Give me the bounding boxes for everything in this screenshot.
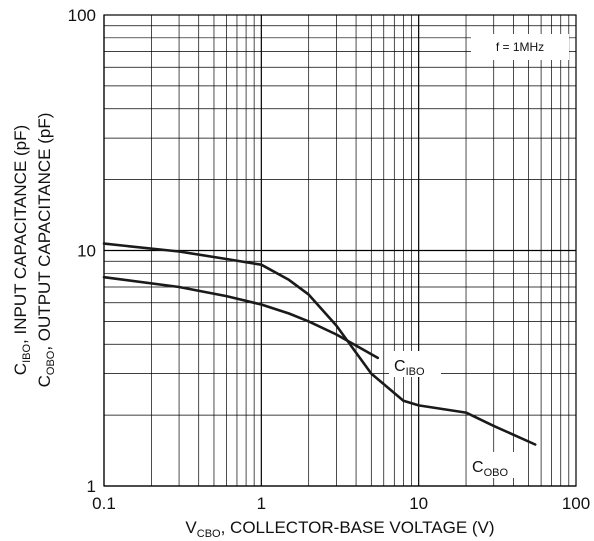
y-axis-label-line2-main: C <box>35 375 54 387</box>
series-line-cobo <box>102 242 537 446</box>
series-label-cibo: CIBO <box>394 358 425 378</box>
plot-frame <box>103 14 577 487</box>
series-label-cobo: COBO <box>472 459 508 479</box>
x-tick-label: 10 <box>409 494 428 513</box>
y-tick-label: 1 <box>87 477 96 496</box>
grid <box>103 15 576 487</box>
x-axis-label-main: V <box>185 518 197 537</box>
y-tick-label: 10 <box>77 242 96 261</box>
y-axis-label-line1: CIBO, INPUT CAPACITANCE (pF) <box>11 125 33 375</box>
curves <box>102 242 537 446</box>
series-line-cibo <box>102 275 380 360</box>
x-axis-label: VCBO, COLLECTOR-BASE VOLTAGE (V) <box>185 518 494 540</box>
y-axis-label-line2: COBO, OUTPUT CAPACITANCE (pF) <box>35 113 57 388</box>
x-tick-label: 100 <box>562 494 590 513</box>
series-labels: CIBO COBO <box>389 351 525 479</box>
y-axis-label-line2-rest: , OUTPUT CAPACITANCE (pF) <box>35 113 54 351</box>
frequency-annotation: f = 1MHz <box>496 40 544 54</box>
y-axis-label-line1-main: C <box>11 363 30 375</box>
y-axis-label-line1-sub: IBO <box>21 344 33 363</box>
annotation-box <box>471 34 569 60</box>
x-tick-label: 1 <box>257 494 266 513</box>
x-axis-label-sub: CBO <box>197 528 221 540</box>
y-tick-label: 100 <box>68 6 96 25</box>
series-label-background <box>467 452 525 478</box>
x-tick-label: 0.1 <box>92 494 116 513</box>
y-axis-label-line2-sub: OBO <box>45 350 57 375</box>
x-axis-label-rest: , COLLECTOR-BASE VOLTAGE (V) <box>221 518 495 537</box>
series-label-background <box>389 351 441 377</box>
y-axis-label-line1-rest: , INPUT CAPACITANCE (pF) <box>11 125 30 344</box>
